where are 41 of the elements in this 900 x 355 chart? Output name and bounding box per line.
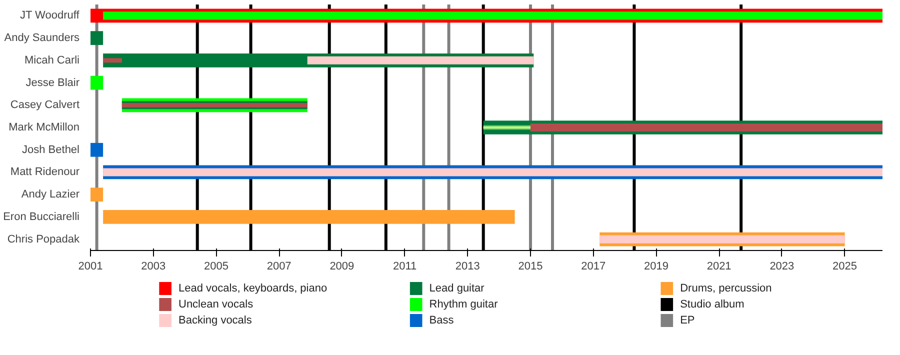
bar xyxy=(90,31,104,45)
legend-label: Lead vocals, keyboards, piano xyxy=(178,282,328,294)
y-tick-label: Casey Calvert xyxy=(10,99,80,112)
legend-label: Studio album xyxy=(680,298,744,310)
x-tick-label: 2025 xyxy=(832,260,858,272)
y-tick-label: Eron Bucciarelli xyxy=(3,210,80,223)
y-tick-label: Andy Saunders xyxy=(4,32,80,44)
legend-label: Unclean vocals xyxy=(178,298,254,310)
legend-label: EP xyxy=(680,314,695,326)
x-tick-label: 2017 xyxy=(581,260,606,272)
x-tick-label: 2019 xyxy=(644,260,668,272)
legend-label: Backing vocals xyxy=(178,314,252,326)
x-tick-label: 2005 xyxy=(204,260,228,272)
y-tick-label: Josh Bethel xyxy=(22,144,80,156)
bar xyxy=(103,58,122,63)
x-tick-label: 2001 xyxy=(78,260,103,272)
x-tick-label: 2013 xyxy=(455,260,480,272)
bar xyxy=(90,188,104,202)
x-tick-label: 2021 xyxy=(706,260,732,272)
y-tick-label: Micah Carli xyxy=(24,54,80,66)
bar xyxy=(307,56,534,64)
y-tick-label: JT Woodruff xyxy=(20,10,80,22)
legend-label: Bass xyxy=(429,314,454,326)
y-tick-label: Matt Ridenour xyxy=(10,166,80,178)
y-tick-label: Chris Popadak xyxy=(7,233,80,246)
y-tick-label: Jesse Blair xyxy=(26,76,80,89)
y-tick-label: Mark McMillon xyxy=(8,122,80,134)
bar xyxy=(90,142,104,157)
bar xyxy=(600,235,845,244)
x-tick-label: 2015 xyxy=(518,260,543,272)
y-tick-label: Andy Lazier xyxy=(21,188,80,201)
bar xyxy=(103,210,515,224)
x-tick-label: 2003 xyxy=(141,260,166,272)
legend-label: Drums, percussion xyxy=(680,282,772,294)
x-tick-label: 2009 xyxy=(330,260,354,272)
bar xyxy=(103,168,882,176)
x-tick-label: 2023 xyxy=(770,260,794,272)
x-tick-label: 2011 xyxy=(392,260,417,272)
legend-label: Rhythm guitar xyxy=(429,298,498,310)
x-tick-label: 2007 xyxy=(266,260,292,272)
legend-label: Lead guitar xyxy=(429,282,485,294)
